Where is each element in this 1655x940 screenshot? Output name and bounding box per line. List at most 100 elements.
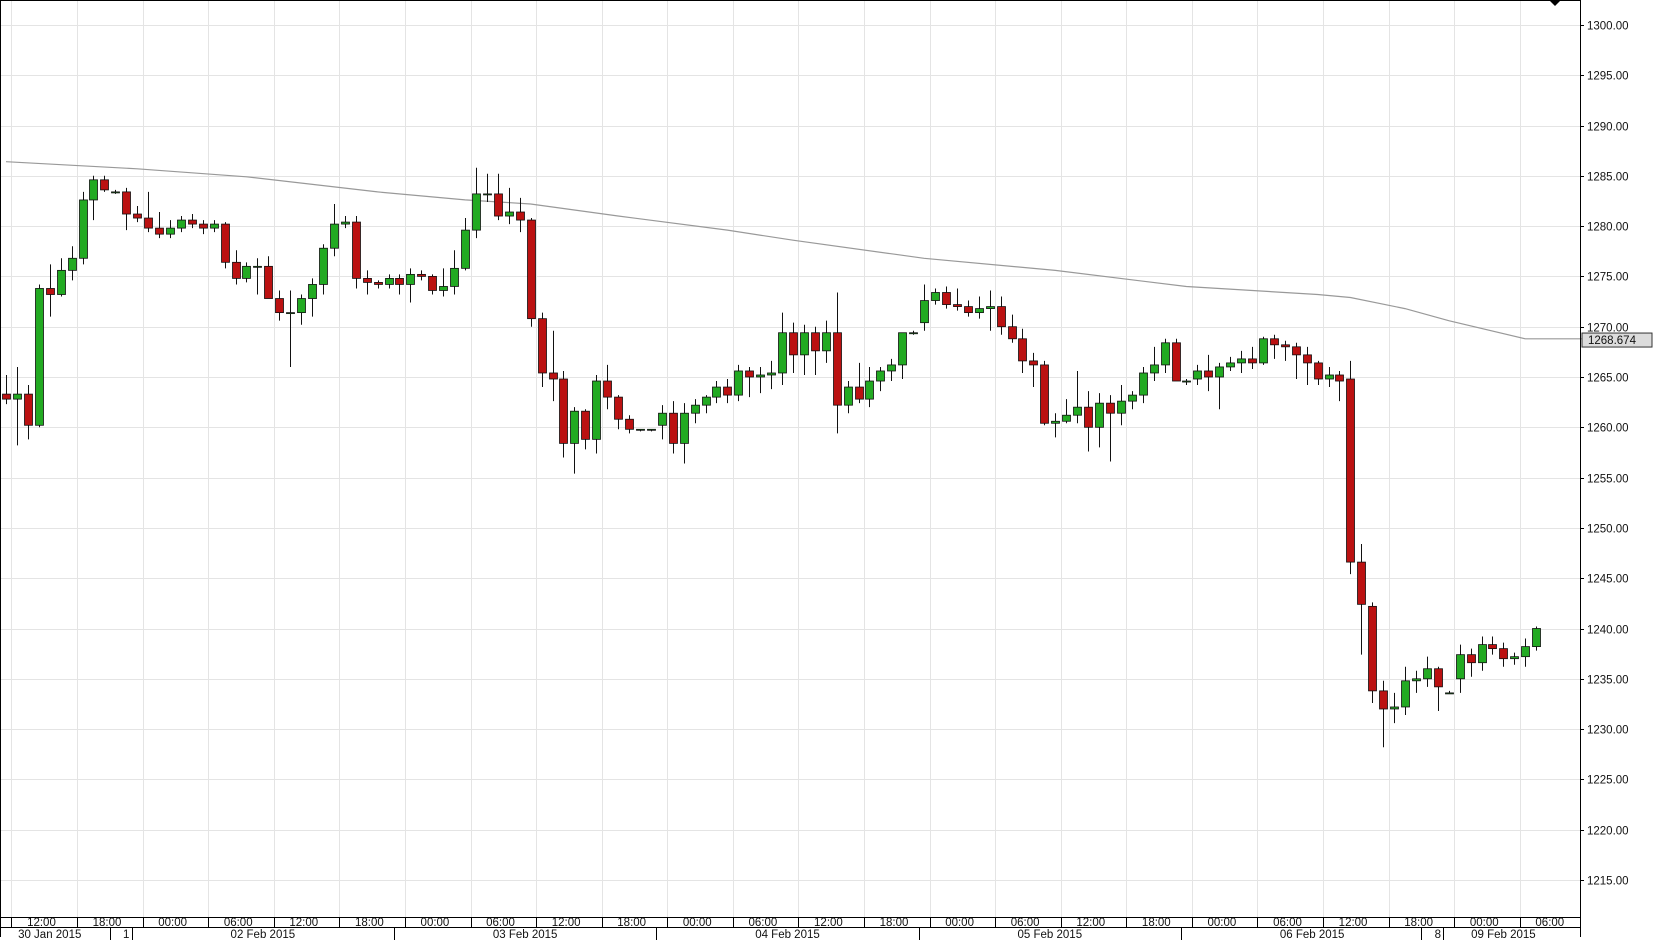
candle-body-down <box>100 179 109 191</box>
candle-body-up <box>1423 668 1432 680</box>
candle-body-down <box>46 288 55 295</box>
candle-body-up <box>450 267 459 287</box>
candle-body-down <box>1335 374 1344 382</box>
y-tick-label: 1280.00 <box>1587 222 1629 234</box>
candle-body-up <box>68 257 77 271</box>
candle-body-down <box>789 332 798 356</box>
candle-body-up <box>822 332 831 352</box>
x-date-label: 02 Feb 2015 <box>231 929 296 940</box>
candle-body-up <box>1139 372 1148 396</box>
candle-body-down <box>625 418 634 430</box>
candle-body-up <box>483 193 492 196</box>
candle-body-up <box>1226 362 1235 368</box>
candle-body-down <box>1248 358 1257 364</box>
candle-body-down <box>1292 346 1301 356</box>
x-time-label: 18:00 <box>355 917 384 929</box>
y-tick-label: 1240.00 <box>1587 625 1629 637</box>
x-time-label: 12:00 <box>27 917 56 929</box>
candle-body-down <box>669 412 678 444</box>
candle-body-down <box>811 332 820 352</box>
x-time-label: 06:00 <box>486 917 515 929</box>
candle-body-up <box>472 193 481 231</box>
y-tick-label: 1255.00 <box>1587 474 1629 486</box>
candle-body-up <box>505 211 514 217</box>
x-time-label: 12:00 <box>552 917 581 929</box>
x-time-label: 00:00 <box>1208 917 1237 929</box>
candle-body-down <box>581 410 590 440</box>
candle-body-down <box>2 393 11 400</box>
x-time-label: 00:00 <box>158 917 187 929</box>
candle-body-down <box>352 221 361 279</box>
x-time-label: 12:00 <box>1339 917 1368 929</box>
candle-body-down <box>1270 338 1279 346</box>
candle-body-up <box>1161 342 1170 366</box>
y-tick-label: 1270.00 <box>1587 323 1629 335</box>
candle-body-up <box>876 370 885 382</box>
candle-body-up <box>887 364 896 372</box>
candle-body-down <box>538 318 547 374</box>
candle-body-up <box>1182 380 1191 383</box>
candle-body-down <box>1467 654 1476 664</box>
candle-body-up <box>898 332 907 366</box>
candle-body-down <box>428 275 437 291</box>
x-time-label: 18:00 <box>93 917 122 929</box>
candle-body-up <box>406 273 415 285</box>
y-tick-label: 1245.00 <box>1587 574 1629 586</box>
y-tick-label: 1215.00 <box>1587 876 1629 888</box>
candle-body-up <box>712 386 721 398</box>
x-time-label: 00:00 <box>945 917 974 929</box>
last-price-tag: 1268.674 <box>1581 332 1653 348</box>
candle-body-down <box>997 306 1006 328</box>
x-date-label: 30 Jan 2015 <box>18 929 81 940</box>
candle-body-up <box>975 308 984 314</box>
candle-body-up <box>1325 374 1334 380</box>
candle-body-up <box>79 199 88 259</box>
candle-body-up <box>439 286 448 291</box>
candle-body-up <box>13 393 22 400</box>
x-time-label: 06:00 <box>224 917 253 929</box>
candle-body-up <box>1259 338 1268 364</box>
candle-body-down <box>24 393 33 426</box>
candle-body-down <box>221 223 230 263</box>
candle-body-up <box>1237 358 1246 364</box>
candle-body-down <box>1281 344 1290 348</box>
corner-triangle-icon <box>1549 0 1561 6</box>
candle-body-down <box>1346 378 1355 563</box>
candle-body-up <box>844 386 853 406</box>
candle-body-up <box>865 380 874 400</box>
last-price-value: 1268.674 <box>1588 335 1637 347</box>
candle-body-up <box>1117 400 1126 414</box>
y-tick-label: 1290.00 <box>1587 122 1629 134</box>
candle-body-up <box>1532 628 1541 648</box>
candle-body-down <box>1040 364 1049 424</box>
x-time-label: 12:00 <box>289 917 318 929</box>
candle-body-up <box>1445 692 1454 695</box>
candle-body-down <box>549 372 558 380</box>
candle-body-up <box>702 396 711 406</box>
moving-average-line <box>5 161 1602 340</box>
candle-body-down <box>232 261 241 279</box>
candle-body-down <box>1018 338 1027 362</box>
candle-body-up <box>319 247 328 285</box>
candle-body-down <box>1357 561 1366 605</box>
x-time-label: 18:00 <box>1404 917 1433 929</box>
candle-body-up <box>177 219 186 229</box>
candle-body-up <box>166 227 175 235</box>
candle-body-down <box>559 378 568 444</box>
candle-body-down <box>723 386 732 396</box>
y-tick-label: 1250.00 <box>1587 524 1629 536</box>
candle-body-up <box>1510 656 1519 660</box>
y-tick-label: 1230.00 <box>1587 725 1629 737</box>
candle-body-up <box>253 265 262 268</box>
x-time-label: 00:00 <box>1470 917 1499 929</box>
candle-body-up <box>308 284 317 299</box>
candle-body-up <box>1062 414 1071 422</box>
candle-body-up <box>286 312 295 315</box>
y-tick-label: 1220.00 <box>1587 826 1629 838</box>
x-date-label: 09 Feb 2015 <box>1471 929 1536 940</box>
candle-body-down <box>1084 406 1093 428</box>
candle-body-down <box>833 332 842 406</box>
y-tick-label: 1275.00 <box>1587 272 1629 284</box>
x-time-label: 18:00 <box>617 917 646 929</box>
